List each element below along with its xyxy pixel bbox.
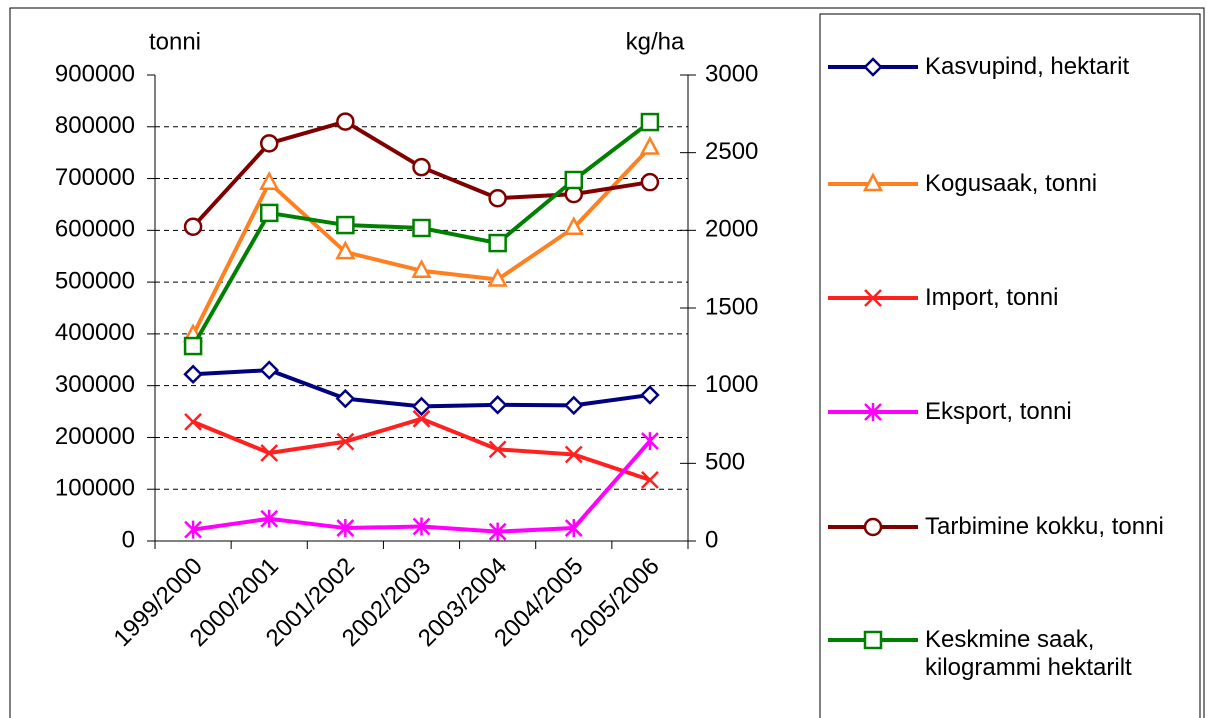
marker [184, 520, 202, 539]
y-tick-label: 900000 [55, 60, 135, 87]
y2-tick-label: 1500 [705, 293, 758, 320]
series-line [192, 416, 651, 482]
legend-item [828, 630, 918, 650]
marker [864, 403, 882, 421]
y-tick-label: 800000 [55, 112, 135, 139]
marker [863, 630, 883, 650]
marker [563, 216, 584, 235]
y2-tick-label: 3000 [705, 60, 758, 87]
y-tick-label: 200000 [55, 423, 135, 450]
legend-item [828, 403, 918, 421]
y2-axis-label: kg/ha [626, 28, 685, 55]
marker [183, 217, 203, 236]
y-tick-label: 100000 [55, 475, 135, 502]
chart-frame [9, 7, 1205, 718]
y-tick-label: 600000 [55, 216, 135, 243]
marker [488, 233, 507, 253]
y2-tick-label: 0 [705, 526, 718, 553]
marker [411, 259, 432, 278]
marker [336, 519, 355, 538]
y-axis-label: tonni [149, 28, 201, 55]
legend-item [828, 517, 918, 537]
marker [488, 440, 507, 459]
legend-label: Import, tonni [925, 284, 1059, 311]
legend-item [828, 289, 918, 307]
marker [259, 171, 280, 190]
y-tick-label: 500000 [55, 267, 135, 294]
y2-tick-label: 500 [705, 449, 745, 476]
marker [260, 509, 279, 528]
legend-label: Keskmine saak, kilogrammi hektarilt [925, 626, 1132, 681]
marker [184, 413, 202, 431]
marker [336, 112, 355, 131]
marker [864, 289, 882, 307]
marker [640, 385, 660, 405]
legend-item [828, 57, 918, 77]
y-tick-label: 0 [122, 526, 135, 553]
y-tick-label: 700000 [55, 164, 135, 191]
marker [640, 172, 660, 192]
y-tick-label: 300000 [55, 371, 135, 398]
legend-box [819, 13, 1201, 718]
marker [259, 134, 279, 153]
legend-label: Tarbimine kokku, tonni [925, 513, 1164, 540]
marker [335, 388, 356, 409]
marker [336, 432, 355, 451]
marker [259, 203, 279, 223]
legend-item [828, 172, 918, 192]
marker [335, 240, 356, 260]
marker [412, 218, 431, 238]
marker [862, 172, 884, 192]
marker [641, 432, 659, 451]
marker [863, 517, 883, 537]
marker [259, 360, 279, 380]
marker [640, 112, 660, 132]
marker [411, 396, 432, 417]
legend-label: Kasvupind, hektarit [925, 53, 1130, 80]
marker [487, 267, 508, 287]
marker [488, 188, 507, 208]
legend-label: Kogusaak, tonni [925, 170, 1098, 197]
marker [412, 157, 431, 177]
legend-label: Eksport, tonni [925, 398, 1072, 425]
marker [336, 215, 355, 235]
marker [863, 57, 883, 77]
marker [412, 517, 431, 536]
marker [564, 519, 583, 538]
marker [183, 336, 203, 356]
marker [488, 522, 507, 541]
y2-tick-label: 2500 [705, 138, 758, 165]
marker [412, 409, 431, 428]
y2-tick-label: 2000 [705, 216, 758, 243]
marker [260, 444, 279, 462]
marker [183, 364, 203, 385]
marker [487, 395, 508, 415]
y-tick-label: 400000 [55, 319, 135, 346]
marker [639, 135, 661, 155]
marker [564, 170, 584, 190]
y2-tick-label: 1000 [705, 371, 758, 398]
marker [564, 395, 584, 416]
marker [564, 445, 583, 464]
marker [641, 471, 659, 489]
